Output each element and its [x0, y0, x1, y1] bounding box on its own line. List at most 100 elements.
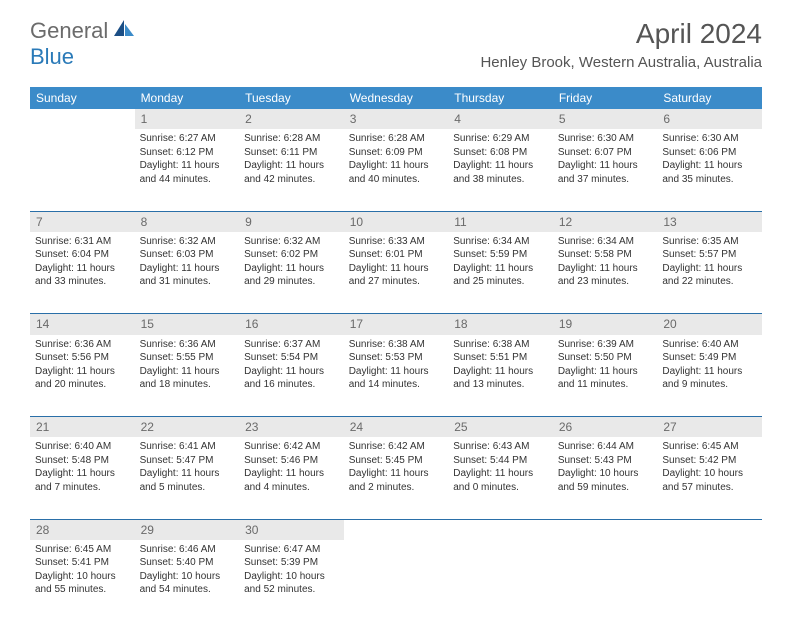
sunrise-text: Sunrise: 6:29 AM: [453, 132, 548, 146]
logo: General: [30, 18, 138, 44]
day2-text: and 9 minutes.: [662, 378, 757, 392]
day-number-cell: 18: [448, 314, 553, 334]
day-cell: Sunrise: 6:32 AMSunset: 6:03 PMDaylight:…: [135, 232, 240, 314]
day-cell: Sunrise: 6:30 AMSunset: 6:06 PMDaylight:…: [657, 129, 762, 211]
sunset-text: Sunset: 5:42 PM: [662, 454, 757, 468]
sunset-text: Sunset: 5:39 PM: [244, 556, 339, 570]
day2-text: and 23 minutes.: [558, 275, 653, 289]
col-saturday: Saturday: [657, 87, 762, 109]
day-number-cell: 21: [30, 417, 135, 437]
day1-text: Daylight: 11 hours: [244, 467, 339, 481]
sunrise-text: Sunrise: 6:42 AM: [244, 440, 339, 454]
col-tuesday: Tuesday: [239, 87, 344, 109]
day-number-cell: 15: [135, 314, 240, 334]
day-cell: Sunrise: 6:28 AMSunset: 6:09 PMDaylight:…: [344, 129, 449, 211]
day-cell: Sunrise: 6:38 AMSunset: 5:53 PMDaylight:…: [344, 335, 449, 417]
day1-text: Daylight: 11 hours: [662, 262, 757, 276]
col-monday: Monday: [135, 87, 240, 109]
col-wednesday: Wednesday: [344, 87, 449, 109]
day1-text: Daylight: 11 hours: [349, 365, 444, 379]
day2-text: and 37 minutes.: [558, 173, 653, 187]
day2-text: and 42 minutes.: [244, 173, 339, 187]
day2-text: and 11 minutes.: [558, 378, 653, 392]
day1-text: Daylight: 11 hours: [140, 365, 235, 379]
sunrise-text: Sunrise: 6:34 AM: [453, 235, 548, 249]
day2-text: and 22 minutes.: [662, 275, 757, 289]
day-cell: Sunrise: 6:42 AMSunset: 5:46 PMDaylight:…: [239, 437, 344, 519]
day-number-cell: [553, 520, 658, 540]
day-number-cell: 3: [344, 109, 449, 129]
day-cell: Sunrise: 6:35 AMSunset: 5:57 PMDaylight:…: [657, 232, 762, 314]
sunset-text: Sunset: 5:58 PM: [558, 248, 653, 262]
day2-text: and 2 minutes.: [349, 481, 444, 495]
sunrise-text: Sunrise: 6:34 AM: [558, 235, 653, 249]
day-number-cell: [30, 109, 135, 129]
day1-text: Daylight: 11 hours: [662, 365, 757, 379]
day-number-cell: 8: [135, 212, 240, 232]
day-number-cell: 29: [135, 520, 240, 540]
sunrise-text: Sunrise: 6:28 AM: [349, 132, 444, 146]
day1-text: Daylight: 11 hours: [244, 159, 339, 173]
day-number-cell: 19: [553, 314, 658, 334]
day1-text: Daylight: 11 hours: [140, 467, 235, 481]
day-cell: Sunrise: 6:27 AMSunset: 6:12 PMDaylight:…: [135, 129, 240, 211]
day1-text: Daylight: 11 hours: [558, 365, 653, 379]
day-number-cell: 6: [657, 109, 762, 129]
day-number-cell: 11: [448, 212, 553, 232]
sunset-text: Sunset: 6:06 PM: [662, 146, 757, 160]
sunrise-text: Sunrise: 6:38 AM: [349, 338, 444, 352]
sunrise-text: Sunrise: 6:28 AM: [244, 132, 339, 146]
day-cell: [553, 540, 658, 622]
day-cell: Sunrise: 6:36 AMSunset: 5:55 PMDaylight:…: [135, 335, 240, 417]
day-content-row: Sunrise: 6:31 AMSunset: 6:04 PMDaylight:…: [30, 232, 762, 314]
day2-text: and 52 minutes.: [244, 583, 339, 597]
day2-text: and 31 minutes.: [140, 275, 235, 289]
sunrise-text: Sunrise: 6:32 AM: [244, 235, 339, 249]
day1-text: Daylight: 11 hours: [558, 159, 653, 173]
sunset-text: Sunset: 5:54 PM: [244, 351, 339, 365]
day2-text: and 35 minutes.: [662, 173, 757, 187]
sunset-text: Sunset: 5:50 PM: [558, 351, 653, 365]
day2-text: and 54 minutes.: [140, 583, 235, 597]
day-cell: Sunrise: 6:29 AMSunset: 6:08 PMDaylight:…: [448, 129, 553, 211]
day-cell: Sunrise: 6:34 AMSunset: 5:58 PMDaylight:…: [553, 232, 658, 314]
day2-text: and 40 minutes.: [349, 173, 444, 187]
day-cell: Sunrise: 6:33 AMSunset: 6:01 PMDaylight:…: [344, 232, 449, 314]
day-cell: Sunrise: 6:46 AMSunset: 5:40 PMDaylight:…: [135, 540, 240, 622]
sunset-text: Sunset: 5:45 PM: [349, 454, 444, 468]
sunrise-text: Sunrise: 6:30 AM: [558, 132, 653, 146]
sunset-text: Sunset: 6:01 PM: [349, 248, 444, 262]
sunset-text: Sunset: 6:11 PM: [244, 146, 339, 160]
day2-text: and 20 minutes.: [35, 378, 130, 392]
day-number-cell: 16: [239, 314, 344, 334]
sunset-text: Sunset: 5:44 PM: [453, 454, 548, 468]
day-cell: Sunrise: 6:45 AMSunset: 5:41 PMDaylight:…: [30, 540, 135, 622]
day-cell: Sunrise: 6:42 AMSunset: 5:45 PMDaylight:…: [344, 437, 449, 519]
day2-text: and 38 minutes.: [453, 173, 548, 187]
col-thursday: Thursday: [448, 87, 553, 109]
day-cell: Sunrise: 6:37 AMSunset: 5:54 PMDaylight:…: [239, 335, 344, 417]
header: General April 2024 Henley Brook, Western…: [0, 0, 792, 79]
day1-text: Daylight: 10 hours: [35, 570, 130, 584]
day2-text: and 59 minutes.: [558, 481, 653, 495]
day2-text: and 13 minutes.: [453, 378, 548, 392]
month-title: April 2024: [480, 18, 762, 50]
day-number-cell: 4: [448, 109, 553, 129]
day2-text: and 55 minutes.: [35, 583, 130, 597]
sunrise-text: Sunrise: 6:40 AM: [662, 338, 757, 352]
day2-text: and 5 minutes.: [140, 481, 235, 495]
day2-text: and 18 minutes.: [140, 378, 235, 392]
sunset-text: Sunset: 5:41 PM: [35, 556, 130, 570]
daynum-row: 14151617181920: [30, 314, 762, 334]
day-number-cell: 26: [553, 417, 658, 437]
sunrise-text: Sunrise: 6:42 AM: [349, 440, 444, 454]
day-cell: Sunrise: 6:30 AMSunset: 6:07 PMDaylight:…: [553, 129, 658, 211]
sunrise-text: Sunrise: 6:45 AM: [662, 440, 757, 454]
day1-text: Daylight: 10 hours: [662, 467, 757, 481]
day-number-cell: 13: [657, 212, 762, 232]
day1-text: Daylight: 10 hours: [558, 467, 653, 481]
sunset-text: Sunset: 6:07 PM: [558, 146, 653, 160]
day2-text: and 25 minutes.: [453, 275, 548, 289]
day-number-cell: 22: [135, 417, 240, 437]
day-number-cell: 20: [657, 314, 762, 334]
